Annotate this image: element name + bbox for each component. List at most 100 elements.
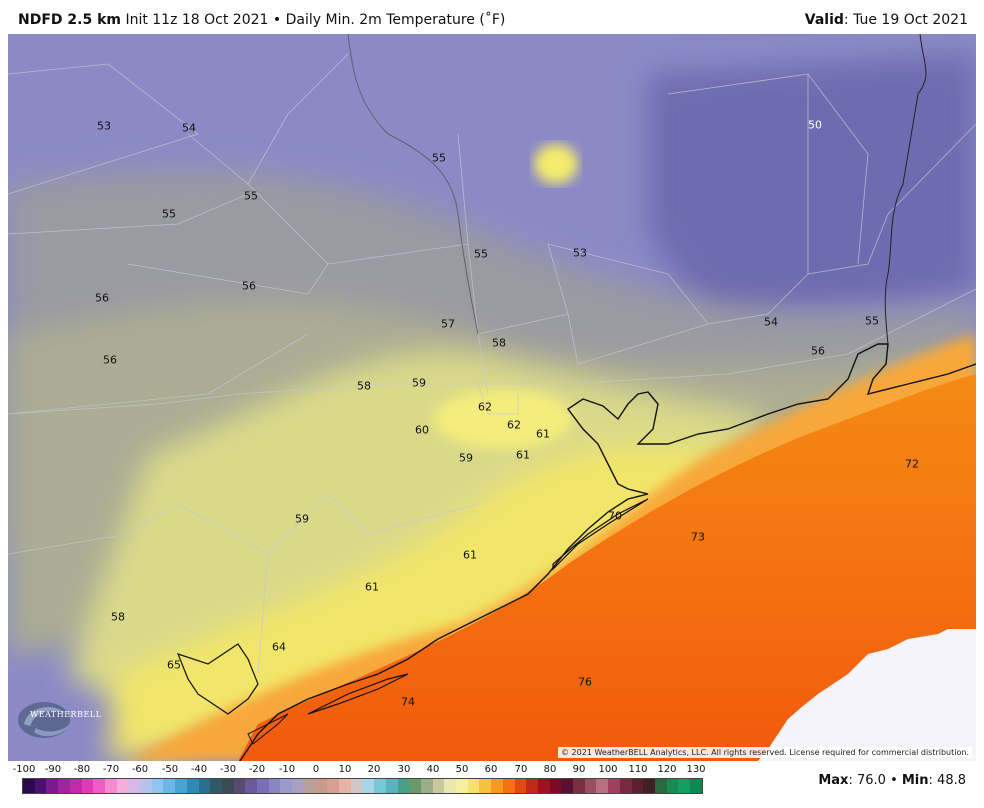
colorbar-tick: 10: [338, 764, 352, 775]
colorbar-segment: [654, 779, 667, 793]
colorbar-segment: [619, 779, 632, 793]
colorbar-segment: [93, 779, 105, 793]
temp-label: 58: [357, 379, 371, 393]
temp-label: 56: [95, 291, 109, 305]
model-name: NDFD 2.5 km: [18, 12, 121, 28]
logo-swirl-icon: [18, 702, 70, 738]
colorbar-tick: 130: [686, 764, 706, 775]
colorbar-segment: [140, 779, 152, 793]
min-label: Min: [901, 773, 929, 788]
product-name: Daily Min. 2m Temperature (˚F): [285, 12, 506, 28]
copyright-notice: © 2021 WeatherBELL Analytics, LLC. All r…: [558, 747, 972, 758]
colorbar-segment: [584, 779, 597, 793]
colorbar-segment: [245, 779, 258, 793]
header: NDFD 2.5 km Init 11z 18 Oct 2021 • Daily…: [0, 0, 984, 34]
colorbar-ticks: -100 -90 -80 -70 -60 -50 -40 -30 -20 -10…: [0, 764, 740, 778]
temp-label: 50: [808, 118, 822, 132]
colorbar-tick: 30: [397, 764, 411, 775]
colorbar-segment: [350, 779, 363, 793]
colorbar-segment: [327, 779, 339, 793]
colorbar-tick: 110: [628, 764, 648, 775]
colorbar-tick: -90: [44, 764, 62, 775]
temp-label: 65: [167, 658, 181, 672]
colorbar-segment: [128, 779, 141, 793]
colorbar-segment: [268, 779, 281, 793]
temp-label: 55: [162, 207, 176, 221]
colorbar-tick: -10: [278, 764, 296, 775]
temp-label: 76: [578, 675, 592, 689]
colorbar-segment: [690, 779, 702, 793]
colorbar-segment: [491, 779, 503, 793]
temp-label: 62: [478, 400, 492, 414]
min-value: : 48.8: [928, 773, 966, 788]
temp-label: 58: [492, 336, 506, 350]
logo-text: WEATHERBELL: [30, 710, 102, 719]
colorbar-tick: -70: [102, 764, 120, 775]
temp-label: 55: [865, 314, 879, 328]
colorbar-tick: -80: [73, 764, 91, 775]
colorbar-segment: [385, 779, 398, 793]
colorbar-segment: [362, 779, 375, 793]
temp-label: 59: [459, 451, 473, 465]
colorbar-segment: [467, 779, 480, 793]
temp-label: 56: [103, 353, 117, 367]
colorbar-segment: [69, 779, 82, 793]
colorbar-tick: -50: [161, 764, 179, 775]
colorbar-tick: -60: [131, 764, 149, 775]
temp-label: 60: [415, 423, 429, 437]
temperature-map[interactable]: 53 54 55 55 55 56 55 53 50 56 56 57 58 5…: [8, 34, 976, 761]
temp-label: 74: [401, 695, 415, 709]
colorbar-segment: [34, 779, 47, 793]
temp-label: 61: [463, 548, 477, 562]
colorbar-segment: [104, 779, 117, 793]
colorbar-segment: [315, 779, 328, 793]
colorbar-segment: [292, 779, 304, 793]
colorbar-tick: 120: [657, 764, 677, 775]
temp-label: 56: [811, 344, 825, 358]
map-title: NDFD 2.5 km Init 11z 18 Oct 2021 • Daily…: [18, 12, 505, 28]
colorbar-segment: [537, 779, 550, 793]
colorbar-tick: 60: [484, 764, 498, 775]
temp-label: 54: [182, 121, 196, 135]
colorbar-tick: 80: [543, 764, 557, 775]
colorbar-tick: -40: [190, 764, 208, 775]
temp-label: 72: [905, 457, 919, 471]
colorbar-segment: [456, 779, 468, 793]
temp-label: 53: [97, 119, 111, 133]
colorbar-segment: [303, 779, 316, 793]
colorbar-segment: [444, 779, 457, 793]
map-canvas: [8, 34, 976, 761]
colorbar-tick: 70: [514, 764, 528, 775]
colorbar-tick: 90: [572, 764, 586, 775]
valid-time: Valid: Tue 19 Oct 2021: [805, 12, 968, 28]
colorbar-segment: [432, 779, 445, 793]
temp-label: 73: [691, 530, 705, 544]
colorbar-tick: 40: [426, 764, 440, 775]
colorbar-segment: [338, 779, 351, 793]
temp-label: 55: [432, 151, 446, 165]
temp-label: 55: [474, 247, 488, 261]
colorbar-tick: 20: [367, 764, 381, 775]
colorbar-segment: [280, 779, 293, 793]
valid-date: : Tue 19 Oct 2021: [843, 12, 968, 28]
colorbar-segment: [420, 779, 433, 793]
colorbar-tick: 100: [598, 764, 618, 775]
colorbar-segment: [666, 779, 679, 793]
colorbar-segment: [175, 779, 187, 793]
temp-label: 56: [242, 279, 256, 293]
max-value: : 76.0: [848, 773, 886, 788]
colorbar-segment: [257, 779, 269, 793]
max-label: Max: [818, 773, 849, 788]
colorbar-segment: [210, 779, 222, 793]
colorbar-segment: [46, 779, 59, 793]
colorbar-tick: 0: [312, 764, 320, 775]
colorbar-segment: [151, 779, 164, 793]
summary-bullet: •: [890, 773, 898, 788]
temp-label: 62: [507, 418, 521, 432]
colorbar-segment: [186, 779, 199, 793]
colorbar-tick: -100: [12, 764, 36, 775]
colorbar-tick: -20: [248, 764, 266, 775]
temp-label: 58: [111, 610, 125, 624]
weatherbell-logo: WEATHERBELL: [14, 696, 104, 746]
colorbar-segment: [116, 779, 129, 793]
